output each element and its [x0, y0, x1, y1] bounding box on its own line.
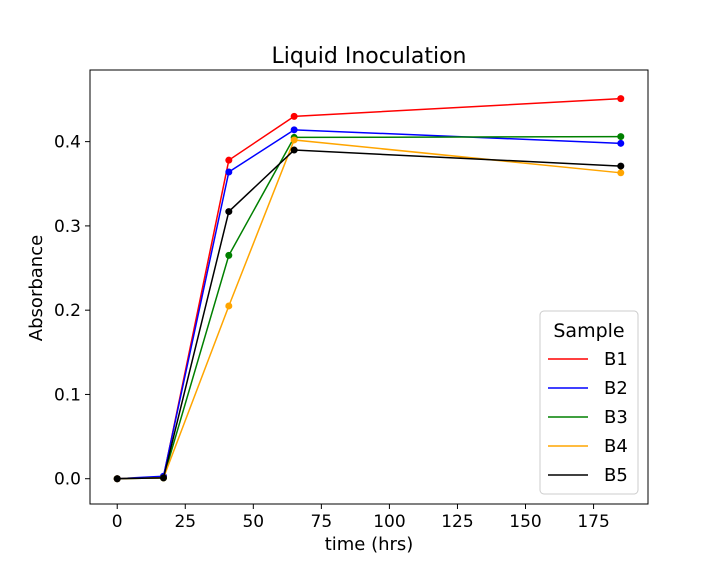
- data-point-b4: [225, 302, 233, 310]
- data-point-b5: [159, 474, 167, 482]
- y-tick-label: 0.0: [54, 470, 81, 490]
- data-point-b1: [617, 95, 625, 103]
- data-point-b2: [225, 168, 233, 176]
- legend: Sample B1 B2 B3 B4 B5: [539, 310, 639, 495]
- plot-frame: [89, 69, 649, 505]
- y-axis-label: Absorbance: [26, 235, 47, 341]
- legend-title: Sample: [553, 320, 624, 342]
- x-tick-label: 50: [242, 512, 264, 532]
- x-axis-label: time (hrs): [325, 534, 414, 555]
- y-tick-label: 0.4: [54, 133, 81, 153]
- y-tick-label: 0.2: [54, 301, 81, 321]
- data-point-b4: [290, 136, 298, 144]
- legend-label: B3: [604, 407, 628, 428]
- plot-area: 0 25 50 75 100 125 150 175 0.0 0.1 0.2 0.3 0.4: [54, 69, 649, 532]
- data-point-b5: [113, 475, 121, 483]
- data-point-b3: [225, 251, 233, 259]
- data-point-b2: [617, 139, 625, 147]
- data-point-b1: [290, 112, 298, 120]
- x-tick-label: 125: [441, 512, 473, 532]
- data-point-b5: [290, 146, 298, 154]
- y-tick-label: 0.3: [54, 217, 81, 237]
- y-tick-label: 0.1: [54, 385, 81, 405]
- x-tick-label: 75: [311, 512, 333, 532]
- legend-label: B5: [604, 465, 628, 486]
- x-tick-label: 150: [509, 512, 541, 532]
- data-point-b3: [617, 133, 625, 141]
- x-tick-label: 25: [174, 512, 196, 532]
- chart-title: Liquid Inoculation: [271, 44, 466, 69]
- data-point-b4: [617, 169, 625, 177]
- legend-box: [539, 310, 639, 495]
- legend-label: B1: [604, 349, 628, 370]
- x-tick-label: 175: [577, 512, 609, 532]
- legend-label: B4: [604, 436, 628, 457]
- data-point-b2: [290, 126, 298, 134]
- legend-label: B2: [604, 378, 628, 399]
- data-point-b1: [225, 156, 233, 164]
- data-point-b5: [225, 208, 233, 216]
- x-tick-label: 0: [112, 512, 123, 532]
- x-tick-label: 100: [373, 512, 405, 532]
- data-point-b5: [617, 162, 625, 170]
